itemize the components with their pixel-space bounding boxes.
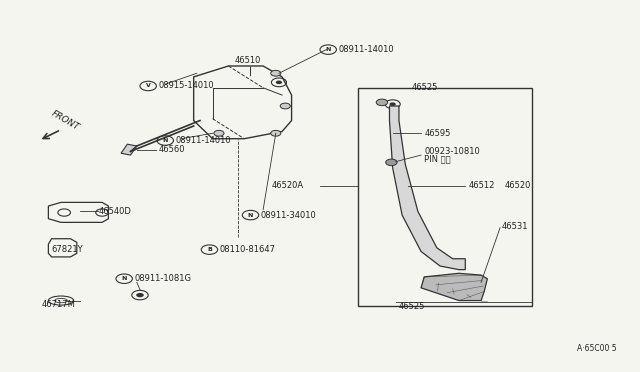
Text: 08911-14010: 08911-14010 (175, 136, 231, 145)
Circle shape (386, 159, 397, 166)
Text: PIN ピン: PIN ピン (424, 154, 451, 163)
Text: 46595: 46595 (424, 129, 451, 138)
Text: 46525: 46525 (412, 83, 438, 92)
Text: 08911-14010: 08911-14010 (339, 45, 394, 54)
Text: 46717M: 46717M (42, 300, 76, 309)
Text: 00923-10810: 00923-10810 (424, 147, 480, 156)
Text: N: N (163, 138, 168, 143)
Circle shape (214, 130, 224, 136)
Text: FRONT: FRONT (50, 109, 81, 132)
Text: 08110-81647: 08110-81647 (220, 245, 276, 254)
Text: N: N (122, 276, 127, 281)
Text: N: N (326, 47, 331, 52)
Text: 08911-1081G: 08911-1081G (134, 274, 191, 283)
Text: 08915-14010: 08915-14010 (158, 81, 214, 90)
Polygon shape (121, 144, 137, 155)
Text: B: B (207, 247, 212, 252)
Text: V: V (146, 83, 150, 89)
Circle shape (136, 293, 144, 297)
Text: A·65C00 5: A·65C00 5 (577, 344, 617, 353)
Text: 46520A: 46520A (272, 182, 304, 190)
Text: 46525: 46525 (399, 302, 426, 311)
Polygon shape (390, 106, 465, 270)
Text: 46510: 46510 (235, 56, 261, 65)
Text: 46560: 46560 (159, 145, 186, 154)
Circle shape (271, 70, 281, 76)
Circle shape (280, 103, 291, 109)
Bar (358, 88, 532, 306)
Circle shape (390, 102, 396, 106)
Text: N: N (248, 212, 253, 218)
Circle shape (271, 130, 281, 136)
Text: 46520: 46520 (505, 182, 531, 190)
Text: 67821Y: 67821Y (52, 245, 83, 254)
Text: 46531: 46531 (502, 221, 529, 231)
Text: 46512: 46512 (468, 182, 495, 190)
Polygon shape (421, 273, 488, 301)
Circle shape (376, 99, 388, 106)
Text: 46540D: 46540D (99, 207, 132, 216)
Text: 08911-34010: 08911-34010 (260, 211, 316, 219)
Circle shape (276, 80, 282, 84)
